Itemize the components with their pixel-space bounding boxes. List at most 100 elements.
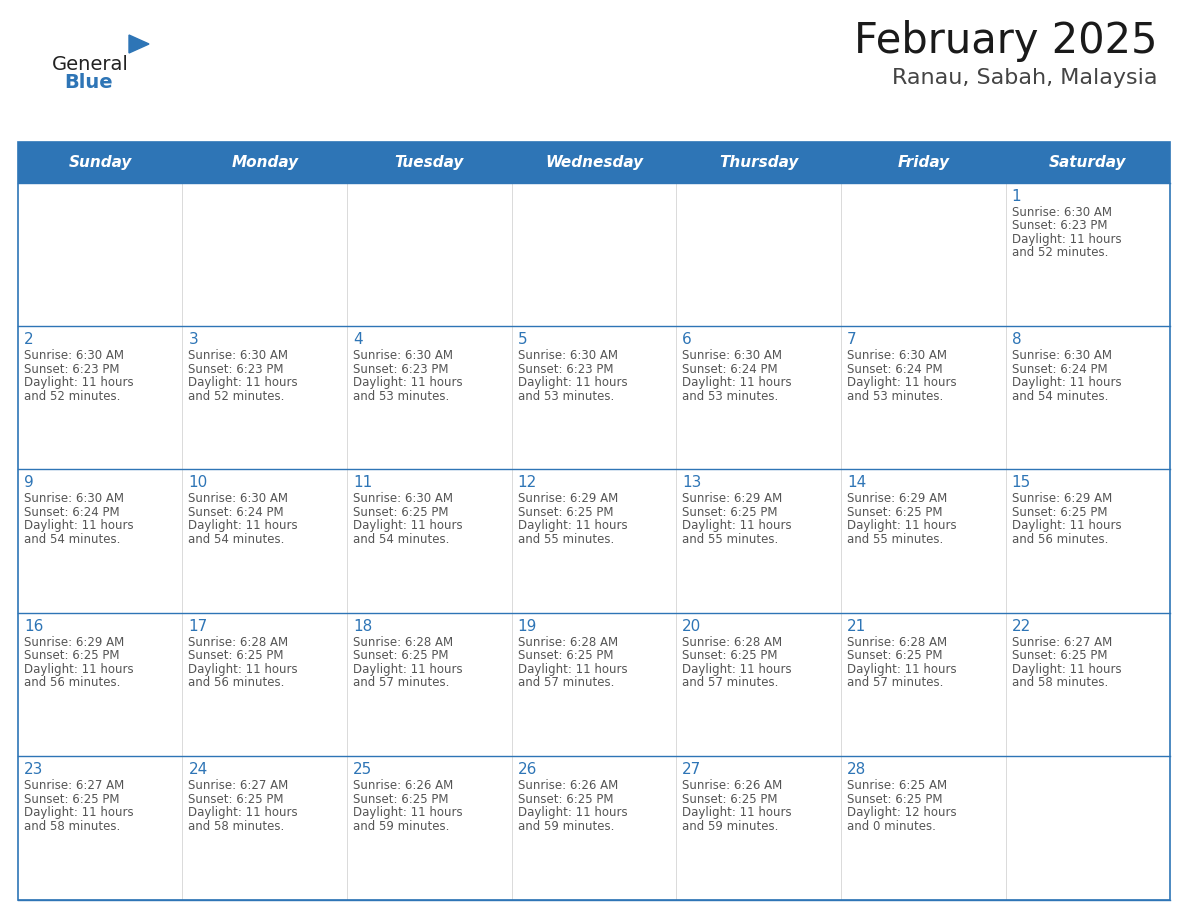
Bar [676,613,841,756]
Text: Sunset: 6:25 PM: Sunset: 6:25 PM [24,793,119,806]
Text: Daylight: 11 hours: Daylight: 11 hours [189,663,298,676]
Text: Sunrise: 6:30 AM: Sunrise: 6:30 AM [24,349,124,362]
Text: Sunrise: 6:30 AM: Sunrise: 6:30 AM [1011,206,1112,218]
Text: Daylight: 11 hours: Daylight: 11 hours [24,806,133,819]
Bar [183,756,347,900]
Text: Sunrise: 6:29 AM: Sunrise: 6:29 AM [847,492,947,506]
Text: Sunset: 6:25 PM: Sunset: 6:25 PM [189,793,284,806]
Text: and 57 minutes.: and 57 minutes. [353,677,449,689]
Text: Sunrise: 6:30 AM: Sunrise: 6:30 AM [353,492,453,506]
Text: 14: 14 [847,476,866,490]
Text: Daylight: 11 hours: Daylight: 11 hours [24,520,133,532]
Bar [18,142,1170,183]
Bar [512,756,676,900]
Text: Sunrise: 6:28 AM: Sunrise: 6:28 AM [847,636,947,649]
Text: and 52 minutes.: and 52 minutes. [24,389,120,403]
Bar [841,613,1005,756]
Text: Sunrise: 6:30 AM: Sunrise: 6:30 AM [353,349,453,362]
Bar [183,469,347,613]
Text: Sunset: 6:25 PM: Sunset: 6:25 PM [353,506,449,519]
Text: Sunset: 6:25 PM: Sunset: 6:25 PM [682,649,778,663]
Text: and 53 minutes.: and 53 minutes. [847,389,943,403]
Text: Sunrise: 6:29 AM: Sunrise: 6:29 AM [24,636,124,649]
Bar [512,613,676,756]
Text: Sunset: 6:25 PM: Sunset: 6:25 PM [353,649,449,663]
Text: 17: 17 [189,619,208,633]
Text: Sunset: 6:23 PM: Sunset: 6:23 PM [1011,219,1107,232]
Text: Sunset: 6:24 PM: Sunset: 6:24 PM [682,363,778,375]
Text: and 59 minutes.: and 59 minutes. [682,820,778,833]
Text: and 52 minutes.: and 52 minutes. [189,389,285,403]
Text: Daylight: 11 hours: Daylight: 11 hours [682,376,792,389]
Text: and 55 minutes.: and 55 minutes. [518,533,614,546]
Text: Wednesday: Wednesday [545,155,643,170]
Text: Daylight: 11 hours: Daylight: 11 hours [1011,232,1121,246]
Text: Sunrise: 6:29 AM: Sunrise: 6:29 AM [1011,492,1112,506]
Text: and 56 minutes.: and 56 minutes. [24,677,120,689]
Text: Daylight: 11 hours: Daylight: 11 hours [682,806,792,819]
Text: and 59 minutes.: and 59 minutes. [353,820,449,833]
Text: Daylight: 11 hours: Daylight: 11 hours [847,520,956,532]
Text: and 55 minutes.: and 55 minutes. [847,533,943,546]
Text: and 59 minutes.: and 59 minutes. [518,820,614,833]
Text: Sunrise: 6:25 AM: Sunrise: 6:25 AM [847,779,947,792]
Text: and 56 minutes.: and 56 minutes. [189,677,285,689]
Text: and 0 minutes.: and 0 minutes. [847,820,936,833]
Polygon shape [129,35,148,53]
Text: Sunset: 6:25 PM: Sunset: 6:25 PM [682,793,778,806]
Text: Daylight: 11 hours: Daylight: 11 hours [682,663,792,676]
Bar [183,613,347,756]
Text: 9: 9 [24,476,33,490]
Text: Sunset: 6:25 PM: Sunset: 6:25 PM [518,506,613,519]
Bar [676,326,841,469]
Text: Sunrise: 6:29 AM: Sunrise: 6:29 AM [682,492,783,506]
Text: Sunrise: 6:30 AM: Sunrise: 6:30 AM [189,349,289,362]
Text: and 58 minutes.: and 58 minutes. [1011,677,1107,689]
Text: 18: 18 [353,619,372,633]
Text: 8: 8 [1011,332,1022,347]
Text: and 55 minutes.: and 55 minutes. [682,533,778,546]
Text: and 57 minutes.: and 57 minutes. [518,677,614,689]
Text: 4: 4 [353,332,362,347]
Text: Daylight: 11 hours: Daylight: 11 hours [24,663,133,676]
Text: February 2025: February 2025 [854,20,1158,62]
Text: Daylight: 11 hours: Daylight: 11 hours [1011,663,1121,676]
Bar [841,469,1005,613]
Text: 11: 11 [353,476,372,490]
Text: Sunset: 6:23 PM: Sunset: 6:23 PM [518,363,613,375]
Text: Sunrise: 6:30 AM: Sunrise: 6:30 AM [518,349,618,362]
Text: Daylight: 11 hours: Daylight: 11 hours [1011,376,1121,389]
Bar [841,326,1005,469]
Text: Monday: Monday [232,155,298,170]
Bar [183,183,347,326]
Text: 22: 22 [1011,619,1031,633]
Text: Daylight: 11 hours: Daylight: 11 hours [353,520,462,532]
Text: Daylight: 11 hours: Daylight: 11 hours [353,376,462,389]
Text: 3: 3 [189,332,198,347]
Bar [347,183,512,326]
Text: Sunrise: 6:26 AM: Sunrise: 6:26 AM [682,779,783,792]
Text: Sunset: 6:25 PM: Sunset: 6:25 PM [847,793,942,806]
Text: Sunrise: 6:28 AM: Sunrise: 6:28 AM [682,636,783,649]
Text: Sunrise: 6:30 AM: Sunrise: 6:30 AM [682,349,783,362]
Bar [1005,183,1170,326]
Bar [18,142,1170,900]
Text: 19: 19 [518,619,537,633]
Text: Sunset: 6:25 PM: Sunset: 6:25 PM [1011,649,1107,663]
Bar [347,469,512,613]
Text: Sunrise: 6:26 AM: Sunrise: 6:26 AM [518,779,618,792]
Text: and 53 minutes.: and 53 minutes. [353,389,449,403]
Text: Sunset: 6:25 PM: Sunset: 6:25 PM [189,649,284,663]
Text: Sunrise: 6:28 AM: Sunrise: 6:28 AM [353,636,453,649]
Text: Sunset: 6:24 PM: Sunset: 6:24 PM [1011,363,1107,375]
Text: and 53 minutes.: and 53 minutes. [682,389,778,403]
Text: Sunday: Sunday [69,155,132,170]
Text: Sunset: 6:23 PM: Sunset: 6:23 PM [353,363,449,375]
Text: and 53 minutes.: and 53 minutes. [518,389,614,403]
Bar [183,326,347,469]
Bar [512,183,676,326]
Text: and 58 minutes.: and 58 minutes. [24,820,120,833]
Text: Sunset: 6:24 PM: Sunset: 6:24 PM [24,506,120,519]
Text: Sunrise: 6:30 AM: Sunrise: 6:30 AM [24,492,124,506]
Text: and 58 minutes.: and 58 minutes. [189,820,285,833]
